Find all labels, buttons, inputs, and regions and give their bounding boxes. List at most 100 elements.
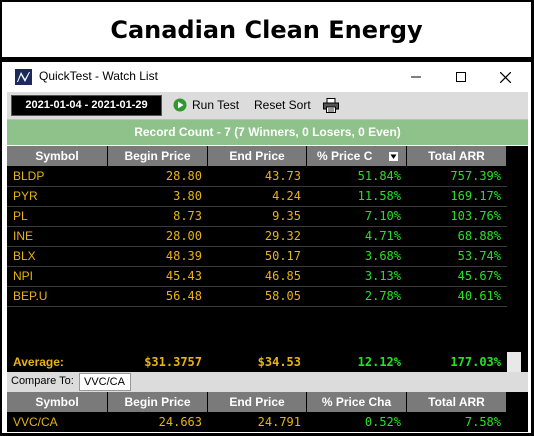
col-total-arr-header[interactable]: Total ARR: [407, 146, 507, 166]
row-divider: [7, 246, 507, 247]
table-row[interactable]: BEP.U 56.48 58.05 2.78% 40.61%: [7, 286, 528, 306]
cell-begin-price: 56.48: [165, 289, 202, 303]
cell-pct-change: 2.78%: [364, 289, 401, 303]
row-divider: [7, 206, 507, 207]
cell-total-arr: 40.61%: [457, 289, 501, 303]
cell-symbol: PYR: [13, 189, 38, 203]
cell-begin-price: 48.39: [165, 249, 202, 263]
maximize-icon: [455, 72, 466, 82]
results-grid: Symbol Begin Price End Price % Price C T…: [7, 146, 528, 370]
average-end-price: $34.53: [257, 355, 301, 369]
col-pct-price-label: % Price C: [317, 149, 373, 163]
cell-total-arr: 68.88%: [457, 229, 501, 243]
window-title: QuickTest - Watch List: [39, 69, 158, 83]
cmp-col-begin-price-header[interactable]: Begin Price: [108, 392, 208, 412]
app-icon: [15, 69, 32, 85]
scrollbar-corner: [507, 352, 521, 372]
cmp-col-pct-price-header[interactable]: % Price Cha: [307, 392, 407, 412]
cell-begin-price: 8.73: [173, 209, 202, 223]
close-icon: [500, 71, 511, 83]
cmp-col-end-price-header[interactable]: End Price: [208, 392, 307, 412]
col-pct-price-header[interactable]: % Price C: [307, 146, 407, 166]
toolbar: 2021-01-04 - 2021-01-29 Run Test Reset S…: [7, 92, 528, 120]
row-divider: [7, 306, 507, 307]
minimize-button[interactable]: [393, 62, 438, 92]
cell-symbol: BLX: [13, 249, 36, 263]
cell-begin-price: 3.80: [173, 189, 202, 203]
row-divider: [7, 266, 507, 267]
cell-end-price: 24.791: [257, 415, 301, 429]
cell-begin-price: 45.43: [165, 269, 202, 283]
cell-total-arr: 757.39%: [450, 169, 501, 183]
cell-pct-change: 4.71%: [364, 229, 401, 243]
cmp-col-total-arr-header[interactable]: Total ARR: [407, 392, 507, 412]
cell-end-price: 50.17: [264, 249, 301, 263]
cell-begin-price: 24.663: [158, 415, 202, 429]
sort-desc-icon: [389, 152, 398, 161]
divider: [2, 57, 531, 62]
cell-pct-change: 0.52%: [364, 415, 401, 429]
window-titlebar[interactable]: QuickTest - Watch List: [7, 62, 528, 92]
compare-to-label: Compare To:: [11, 375, 74, 387]
reset-sort-button[interactable]: Reset Sort: [254, 98, 311, 112]
compare-grid: Symbol Begin Price End Price % Price Cha…: [7, 392, 528, 432]
cell-pct-change: 7.10%: [364, 209, 401, 223]
cell-total-arr: 45.67%: [457, 269, 501, 283]
table-row[interactable]: PYR 3.80 4.24 11.58% 169.17%: [7, 186, 528, 206]
cell-symbol: NPI: [13, 269, 34, 283]
close-button[interactable]: [483, 62, 528, 92]
table-row[interactable]: NPI 45.43 46.85 3.13% 45.67%: [7, 266, 528, 286]
average-pct-change: 12.12%: [357, 355, 401, 369]
cell-pct-change: 3.13%: [364, 269, 401, 283]
play-icon: [173, 98, 187, 112]
col-end-price-header[interactable]: End Price: [208, 146, 307, 166]
cell-end-price: 43.73: [264, 169, 301, 183]
cell-pct-change: 51.84%: [357, 169, 401, 183]
cell-total-arr: 53.74%: [457, 249, 501, 263]
table-row[interactable]: BLDP 28.80 43.73 51.84% 757.39%: [7, 166, 528, 186]
compare-bar: Compare To: VVC/CA: [7, 372, 528, 392]
page-title: Canadian Clean Energy: [110, 16, 423, 44]
cell-begin-price: 28.80: [165, 169, 202, 183]
cell-pct-change: 3.68%: [364, 249, 401, 263]
cell-symbol: BLDP: [13, 169, 45, 183]
table-row[interactable]: PL 8.73 9.35 7.10% 103.76%: [7, 206, 528, 226]
run-test-button[interactable]: Run Test: [173, 92, 243, 119]
average-row: Average: $31.3757 $34.53 12.12% 177.03%: [7, 352, 528, 372]
printer-icon[interactable]: [323, 98, 339, 113]
average-begin-price: $31.3757: [144, 355, 202, 369]
table-row[interactable]: INE 28.00 29.32 4.71% 68.88%: [7, 226, 528, 246]
average-total-arr: 177.03%: [450, 355, 501, 369]
cmp-col-symbol-header[interactable]: Symbol: [7, 392, 108, 412]
cell-total-arr: 103.76%: [450, 209, 501, 223]
cell-end-price: 9.35: [272, 209, 301, 223]
cell-symbol: PL: [13, 209, 28, 223]
cell-begin-price: 28.00: [165, 229, 202, 243]
cell-end-price: 46.85: [264, 269, 301, 283]
minimize-icon: [410, 76, 421, 78]
cell-symbol: INE: [13, 229, 34, 243]
table-row[interactable]: BLX 48.39 50.17 3.68% 53.74%: [7, 246, 528, 266]
date-range-selector[interactable]: 2021-01-04 - 2021-01-29: [11, 95, 162, 116]
run-test-label: Run Test: [192, 98, 240, 112]
cell-total-arr: 169.17%: [450, 189, 501, 203]
col-begin-price-header[interactable]: Begin Price: [108, 146, 208, 166]
frame: Canadian Clean Energy QuickTest - Watch …: [2, 2, 531, 433]
average-label: Average:: [13, 355, 64, 369]
row-divider: [7, 186, 507, 187]
cell-total-arr: 7.58%: [464, 415, 501, 429]
row-divider: [7, 286, 507, 287]
grid-scroll-area[interactable]: [507, 146, 528, 370]
compare-to-input[interactable]: VVC/CA: [79, 373, 131, 391]
record-count-bar: Record Count - 7 (7 Winners, 0 Losers, 0…: [7, 120, 528, 145]
row-divider: [7, 226, 507, 227]
quicktest-window: QuickTest - Watch List 2021-01-04 - 2021…: [7, 62, 528, 432]
compare-row[interactable]: VVC/CA 24.663 24.791 0.52% 7.58%: [7, 412, 528, 432]
maximize-button[interactable]: [438, 62, 483, 92]
cell-symbol: BEP.U: [13, 289, 48, 303]
cell-end-price: 29.32: [264, 229, 301, 243]
cell-end-price: 4.24: [272, 189, 301, 203]
cell-pct-change: 11.58%: [357, 189, 401, 203]
col-symbol-header[interactable]: Symbol: [7, 146, 108, 166]
cell-end-price: 58.05: [264, 289, 301, 303]
